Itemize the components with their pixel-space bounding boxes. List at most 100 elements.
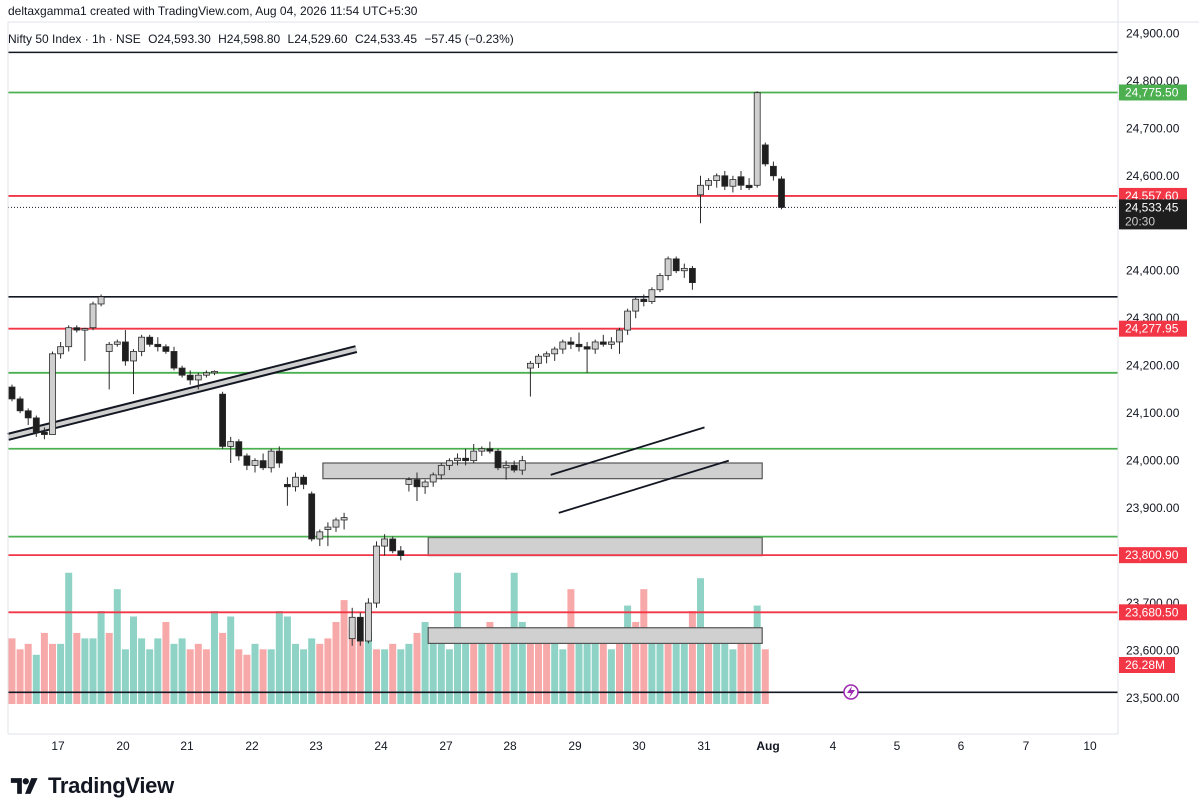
candle-body xyxy=(130,351,137,362)
candle-body xyxy=(591,341,599,350)
volume-bar xyxy=(49,643,56,704)
tradingview-brand-text: TradingView xyxy=(48,773,174,798)
price-tick-label: 24,800.00 xyxy=(1126,74,1180,88)
candle-body xyxy=(721,175,729,187)
volume-label: 26.28M xyxy=(1125,658,1165,672)
candle-body xyxy=(494,450,502,469)
trendline xyxy=(558,459,730,514)
price-level-label: 23,680.50 xyxy=(1125,605,1179,619)
candle-body xyxy=(583,346,591,350)
volume-bar xyxy=(672,632,680,704)
candle-body xyxy=(535,355,542,364)
candle-body xyxy=(437,464,445,476)
candle-body xyxy=(49,353,56,435)
volume-bar xyxy=(24,643,32,704)
volume-bar xyxy=(405,643,413,704)
candle-body xyxy=(65,327,73,348)
volume-bar xyxy=(324,638,332,704)
volume-bar xyxy=(616,638,623,704)
volume-bar xyxy=(40,632,48,704)
ohlc-high: H24,598.80 xyxy=(218,32,281,46)
volume-bar xyxy=(146,649,154,704)
volume-bar xyxy=(713,632,721,704)
candle-body xyxy=(543,353,550,357)
candle-body xyxy=(138,336,146,352)
volume-bar xyxy=(292,643,299,704)
bar-countdown-label: 20:30 xyxy=(1125,214,1155,228)
symbol-name[interactable]: Nifty 50 Index · 1h · NSE xyxy=(8,32,141,46)
candle-body xyxy=(97,296,105,305)
volume-bar xyxy=(413,632,421,704)
candle-body xyxy=(186,374,194,381)
candle-body xyxy=(664,258,672,276)
candle-body xyxy=(8,386,16,400)
volume-bar xyxy=(113,589,121,704)
candle-body xyxy=(105,343,113,352)
candle-body xyxy=(267,450,275,469)
volume-bar xyxy=(486,621,494,704)
price-tick-label: 24,400.00 xyxy=(1126,264,1180,278)
volume-bar xyxy=(688,611,696,704)
time-tick-label: 6 xyxy=(958,739,965,753)
price-level-badge xyxy=(1119,547,1187,564)
candle-body xyxy=(154,343,162,348)
volume-bar xyxy=(632,621,640,704)
candle-body xyxy=(332,519,340,528)
candle-body xyxy=(575,343,583,348)
volume-bar xyxy=(16,649,24,704)
ohlc-close: C24,533.45 xyxy=(354,32,418,46)
trendline-channel-fill xyxy=(7,347,357,439)
candle-body xyxy=(24,410,32,419)
candle-body xyxy=(397,550,405,556)
last-price-label: 24,533.45 xyxy=(1125,200,1179,214)
time-tick-label: 4 xyxy=(830,739,837,753)
volume-bar xyxy=(591,643,599,704)
candle-body xyxy=(672,258,680,272)
ohlc-change: −57.45 (−0.23%) xyxy=(424,32,514,46)
tradingview-logo[interactable]: TradingView xyxy=(10,772,174,800)
volume-bar xyxy=(267,649,275,704)
volume-bar xyxy=(81,638,89,704)
candle-body xyxy=(421,481,429,488)
candle-body xyxy=(81,328,89,331)
volume-bar xyxy=(121,649,129,704)
price-level-label: 24,775.50 xyxy=(1125,85,1179,99)
candle-body xyxy=(89,303,97,329)
volume-bar xyxy=(389,643,397,704)
candle-body xyxy=(283,483,291,488)
candle-body xyxy=(356,616,364,642)
volume-bar xyxy=(705,627,713,704)
candle-body xyxy=(737,176,745,186)
candle-body xyxy=(113,341,121,345)
candle-body xyxy=(146,336,154,345)
candle-body xyxy=(219,393,227,447)
candle-body xyxy=(753,92,761,186)
price-level-label: 24,277.95 xyxy=(1125,322,1179,336)
time-tick-label: Aug xyxy=(756,739,779,753)
volume-bar xyxy=(65,572,73,704)
candle-body xyxy=(567,341,575,345)
candle-body xyxy=(162,346,170,352)
candle-body xyxy=(243,455,251,466)
volume-bar xyxy=(8,638,16,704)
volume-bar xyxy=(470,632,478,704)
candle-body xyxy=(211,370,218,374)
price-level-label: 23,800.90 xyxy=(1125,548,1179,562)
volume-bar xyxy=(308,638,316,704)
volume-bar xyxy=(211,611,218,704)
volume-bar xyxy=(761,649,769,704)
volume-bar xyxy=(745,632,753,704)
candle-body xyxy=(16,398,24,412)
candle-body xyxy=(640,298,648,302)
volume-bar xyxy=(356,638,364,704)
time-tick-label: 23 xyxy=(309,739,323,753)
candle-body xyxy=(527,362,534,369)
candle-body xyxy=(73,327,81,331)
time-tick-label: 22 xyxy=(245,739,259,753)
candle-body xyxy=(462,457,470,462)
volume-bar xyxy=(729,649,737,704)
last-price-badge xyxy=(1119,199,1187,230)
volume-bar xyxy=(89,638,97,704)
price-tick-label: 24,900.00 xyxy=(1126,26,1180,40)
